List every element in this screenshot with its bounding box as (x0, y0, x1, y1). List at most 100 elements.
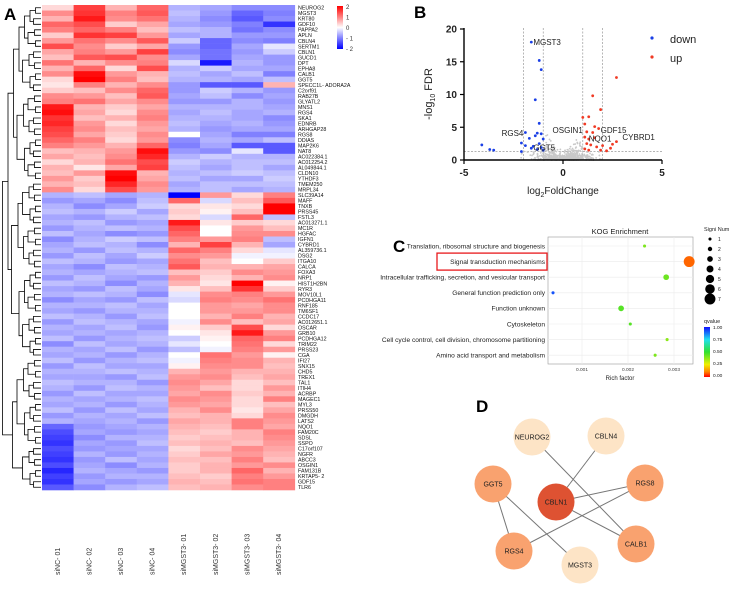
heatmap-cell (42, 203, 74, 210)
heatmap-cell (231, 379, 264, 386)
gene-label: CCDC17 (298, 314, 319, 320)
up-point (583, 135, 587, 139)
ns-point (576, 155, 579, 157)
heatmap-cell (136, 197, 169, 204)
heatmap-cell (42, 313, 74, 320)
heatmap-cell (136, 49, 169, 55)
heatmap-cell (105, 264, 138, 270)
heatmap-cell (200, 225, 232, 232)
heatmap-cell (231, 319, 264, 325)
heatmap-cell (263, 104, 296, 111)
heatmap-cell (42, 280, 74, 287)
down-point (488, 148, 492, 151)
heatmap-cell (231, 368, 264, 375)
ns-point (563, 155, 565, 158)
heatmap-cell (168, 253, 201, 259)
heatmap-cell (263, 423, 296, 430)
y-axis-title-rest: FDR (423, 68, 435, 94)
color-legend-title: qvalue (704, 319, 720, 325)
heatmap-cell (42, 418, 74, 425)
ns-point (566, 151, 569, 154)
down-point (523, 131, 527, 134)
heatmap-cell (168, 269, 201, 276)
heatmap-cell (263, 478, 296, 485)
heatmap-cell (263, 137, 296, 144)
ns-point (540, 150, 543, 153)
heatmap-cell (263, 159, 296, 166)
dendrogram-branch (24, 412, 30, 436)
heatmap-cell (168, 109, 201, 116)
ns-point (579, 155, 582, 158)
gene-annotation: RGS4 (502, 129, 524, 138)
heatmap-cell (263, 93, 296, 99)
heatmap-cell (200, 385, 232, 392)
term-label: Signal transduction mechanisms (450, 259, 546, 266)
heatmap-cell (42, 197, 74, 204)
sample-labels: siNC- 01 siNC- 02 siNC- 03 siNC- 04 siMGST3-… (55, 534, 283, 575)
gene-label: MOV10L1 (298, 292, 322, 298)
gene-label: PRSS50 (298, 408, 318, 414)
heatmap-cell (231, 208, 264, 215)
heatmap-cell (73, 175, 106, 182)
heatmap-cell (136, 142, 169, 149)
heatmap-cell (263, 170, 296, 177)
legend-marker (650, 55, 654, 59)
heatmap-cell (200, 484, 232, 491)
heatmap-cell (73, 49, 106, 55)
heatmap-cell (105, 291, 138, 298)
ns-point (554, 154, 557, 157)
heatmap-cell (263, 197, 296, 204)
heatmap-cell (42, 82, 74, 88)
heatmap-cell (168, 368, 201, 375)
heatmap-cell (200, 109, 232, 116)
heatmap-cell (231, 82, 264, 88)
row-dendrogram (2, 7, 41, 488)
heatmap-cell (200, 401, 232, 408)
ns-point (548, 151, 551, 153)
size-legend-label: 7 (718, 297, 721, 303)
heatmap-cell (200, 313, 232, 320)
heatmap-cell (231, 142, 264, 149)
heatmap-cell (263, 341, 296, 348)
heatmap-cell (105, 49, 138, 55)
heatmap-cell (73, 10, 106, 17)
heatmap-cell (200, 175, 232, 182)
term-label: General function prediction only (452, 290, 545, 297)
dendrogram-branch (34, 161, 41, 168)
down-point (537, 121, 541, 125)
heatmap-cell (200, 396, 232, 403)
heatmap-cell (263, 27, 296, 33)
ns-point (576, 157, 579, 160)
gene-label: CALCA (298, 265, 316, 271)
heatmap-cell (73, 170, 106, 177)
ns-point (548, 138, 551, 141)
size-legend-label: 5 (718, 277, 721, 283)
heatmap-cell (105, 401, 138, 408)
heatmap-cell (105, 440, 138, 447)
gene-label: GDF10 (298, 22, 315, 28)
heatmap-cell (42, 357, 74, 364)
heatmap-cell (136, 401, 169, 408)
heatmap-cell (42, 10, 74, 17)
gene-label: CBLN1 (298, 50, 315, 56)
size-legend-dot (707, 256, 713, 262)
heatmap-cell (168, 93, 201, 99)
heatmap-cell (105, 324, 138, 331)
heatmap-cell (105, 230, 138, 237)
heatmap-cell (73, 269, 106, 276)
heatmap-cell (73, 43, 106, 50)
heatmap-cell (105, 456, 138, 463)
ns-point (587, 157, 590, 160)
heatmap-cell (263, 374, 296, 381)
heatmap-cell (42, 38, 74, 44)
heatmap-cell (231, 412, 264, 419)
heatmap-cell (168, 131, 201, 138)
heatmap-cell (263, 390, 296, 397)
heatmap-cell (73, 98, 106, 105)
heatmap-cell (73, 280, 106, 287)
term-label: Amino acid transport and metabolism (436, 353, 545, 360)
heatmap-cell (231, 197, 264, 204)
heatmap-cell (73, 181, 106, 188)
heatmap-cell (168, 363, 201, 370)
heatmap-cell (263, 346, 296, 353)
